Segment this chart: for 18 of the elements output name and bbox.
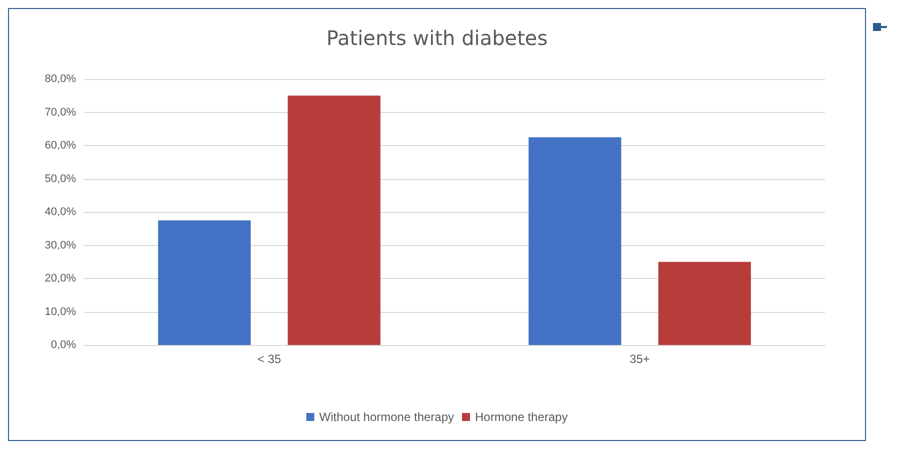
y-tick-label: 30,0% bbox=[44, 239, 76, 252]
chart-title: Patients with diabetes bbox=[326, 26, 548, 50]
y-tick-label: 10,0% bbox=[44, 306, 76, 318]
y-tick-label: 50,0% bbox=[44, 172, 76, 185]
y-tick-label: 20,0% bbox=[44, 272, 76, 284]
y-tick-label: 60,0% bbox=[44, 140, 76, 152]
bar bbox=[158, 220, 251, 345]
x-tick-label: < 35 bbox=[257, 352, 282, 366]
bar bbox=[288, 96, 380, 345]
legend-label: Without hormone therapy bbox=[319, 410, 454, 424]
y-tick-label: 40,0% bbox=[44, 206, 76, 218]
y-tick-label: 80,0% bbox=[44, 73, 76, 85]
y-tick-label: 70,0% bbox=[44, 106, 76, 118]
x-tick-label: 35+ bbox=[630, 352, 650, 366]
bar bbox=[528, 137, 622, 345]
legend-label: Hormone therapy bbox=[475, 410, 568, 424]
bar bbox=[658, 262, 751, 345]
y-tick-label: 0,0% bbox=[50, 339, 76, 351]
